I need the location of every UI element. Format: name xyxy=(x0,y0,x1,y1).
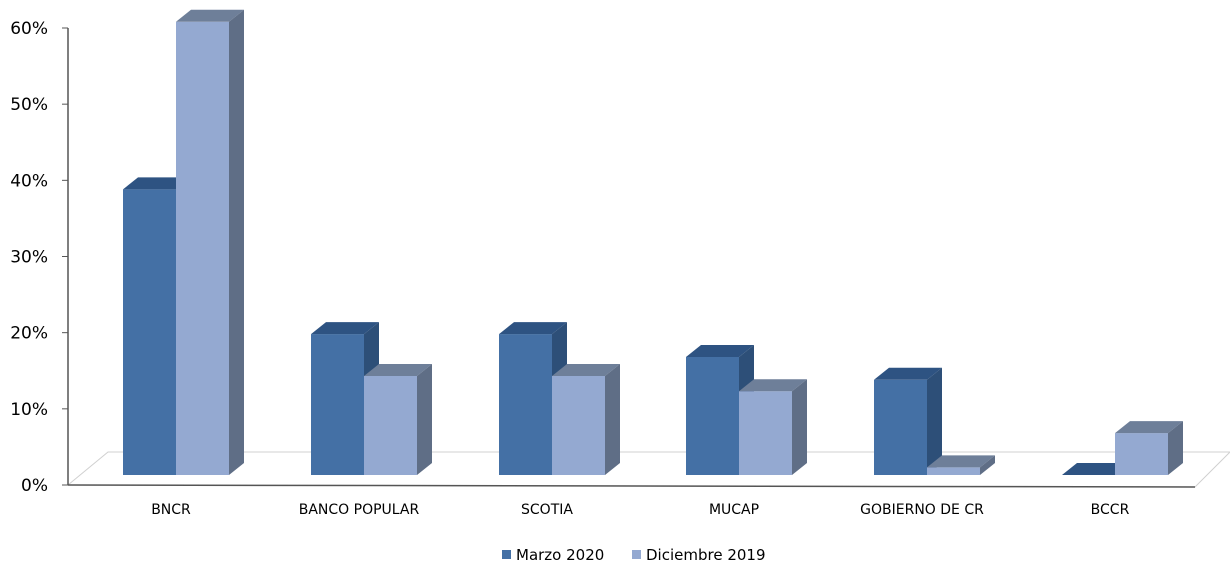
bar xyxy=(927,455,995,475)
y-tick-label: 60% xyxy=(10,19,48,39)
y-tick-label: 40% xyxy=(10,171,48,191)
bar xyxy=(1115,421,1183,475)
bar-front xyxy=(927,467,980,475)
bar-side xyxy=(605,363,620,475)
y-tick-label: 50% xyxy=(10,95,48,115)
y-tick-label: 10% xyxy=(10,400,48,420)
bar-front xyxy=(739,391,792,475)
x-tick-label: BNCR xyxy=(151,502,191,518)
bar-top xyxy=(552,363,620,376)
bar-side xyxy=(229,9,244,476)
legend-swatch xyxy=(502,550,511,559)
bar xyxy=(176,9,244,476)
bar-side xyxy=(980,455,995,475)
bar-top xyxy=(176,9,244,22)
bar-top xyxy=(364,363,432,376)
x-axis-line xyxy=(67,484,1196,488)
bar-top xyxy=(739,379,807,392)
y-axis: 0% 10% 20% 30% 40% 50% 60% xyxy=(10,19,69,496)
legend-label: Diciembre 2019 xyxy=(646,546,766,564)
legend: Marzo 2020 Diciembre 2019 xyxy=(502,546,766,564)
bar-top xyxy=(499,322,567,335)
y-tick-label: 0% xyxy=(21,476,48,496)
y-tick-label: 30% xyxy=(10,248,48,268)
x-tick-label: BANCO POPULAR xyxy=(299,502,420,518)
x-tick-label: BCCR xyxy=(1091,502,1130,518)
bar xyxy=(552,363,620,475)
bar-side xyxy=(417,363,432,475)
bar-front xyxy=(311,334,364,475)
bars xyxy=(123,9,1183,476)
bar-top xyxy=(686,344,754,357)
x-tick-label: GOBIERNO DE CR xyxy=(860,502,984,518)
bar-side xyxy=(1168,421,1183,475)
bar-top xyxy=(311,322,379,335)
bar-front xyxy=(364,375,417,475)
x-axis: BNCR BANCO POPULAR SCOTIA MUCAP GOBIERNO DE … xyxy=(67,484,1196,518)
bar-front xyxy=(176,21,229,476)
bar-front xyxy=(686,356,739,475)
x-tick-label: SCOTIA xyxy=(521,502,573,518)
bar-side xyxy=(792,379,807,475)
bar-top xyxy=(1115,421,1183,434)
legend-label: Marzo 2020 xyxy=(516,546,604,564)
bar xyxy=(874,367,942,475)
x-tick-label: MUCAP xyxy=(709,502,759,518)
bar-front xyxy=(874,379,927,475)
bar xyxy=(739,379,807,475)
bar xyxy=(1062,463,1130,475)
bar-top xyxy=(874,367,942,380)
bar-front xyxy=(499,334,552,475)
bar-side xyxy=(927,367,942,475)
bar-top xyxy=(123,177,191,190)
legend-swatch xyxy=(632,550,641,559)
y-tick-label: 20% xyxy=(10,324,48,344)
bar-top xyxy=(927,455,995,468)
bar xyxy=(364,363,432,475)
bar-top xyxy=(1062,463,1130,475)
bar-front xyxy=(552,375,605,475)
bar-front xyxy=(1115,433,1168,475)
bar-front xyxy=(123,189,176,475)
